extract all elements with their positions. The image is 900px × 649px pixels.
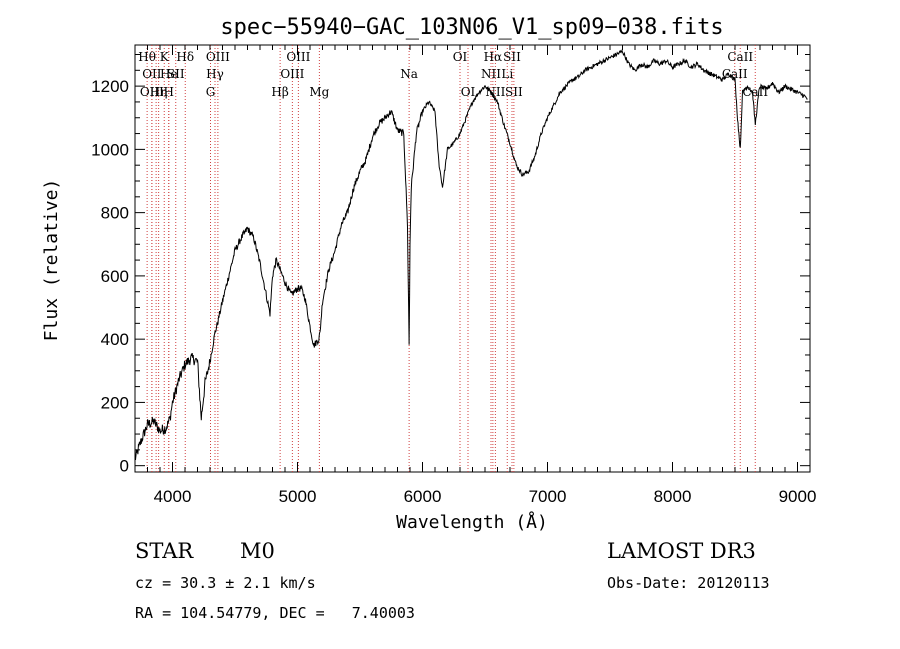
y-tick-label-1: 200 (101, 393, 129, 412)
line-label-10: G (206, 85, 216, 99)
y-tick-label-4: 800 (101, 204, 129, 223)
x-axis-label: Wavelength (Å) (396, 511, 548, 533)
line-label-14: OIII (280, 67, 304, 81)
line-label-27: CaII (727, 50, 753, 64)
spectrum-series-line (134, 48, 808, 461)
line-label-13: Hβ (271, 85, 288, 99)
line-label-26: CaII (722, 67, 748, 81)
line-label-25: SII (505, 85, 523, 99)
line-label-0: Hθ (138, 50, 156, 64)
x-tick-label-4: 8000 (654, 487, 692, 506)
line-label-17: Na (400, 67, 418, 81)
axis-ticks (135, 45, 810, 472)
line-label-12: OIII (206, 50, 230, 64)
x-tick-label-1: 5000 (279, 487, 317, 506)
y-axis-label: Flux (relative) (41, 179, 62, 342)
redshift-velocity: cz = 30.3 ± 2.1 km/s (135, 574, 316, 592)
y-tick-label-5: 1000 (91, 140, 129, 159)
line-label-4: Hη (150, 85, 168, 99)
line-label-7: He (160, 67, 178, 81)
coordinates: RA = 104.54779, DEC = 7.40003 (135, 604, 415, 622)
line-label-16: Mg (309, 85, 329, 99)
line-label-18: OI (453, 50, 468, 64)
object-class: STAR (135, 539, 194, 563)
x-tick-label-2: 6000 (404, 487, 442, 506)
line-label-8: SII (167, 67, 185, 81)
y-tick-labels: 0 200 400 600 800 1000 1200 (91, 77, 129, 476)
y-tick-label-0: 0 (120, 457, 129, 476)
line-label-22: NII (485, 85, 505, 99)
x-tick-labels: 4000 5000 6000 7000 8000 9000 (154, 487, 817, 506)
line-label-5: K (160, 50, 170, 64)
x-tick-label-3: 7000 (529, 487, 567, 506)
line-label-9: Hδ (176, 50, 194, 64)
line-label-24: SII (503, 50, 521, 64)
emission-line-labels: HθOIIOIIIHηKHHeSIIHδGHγOIIIHβOIIIOIIIMgN… (138, 50, 768, 99)
observation-date: Obs-Date: 20120113 (607, 574, 770, 592)
chart-title: spec−55940−GAC_103N06_V1_sp09−038.fits (220, 15, 723, 40)
y-tick-label-6: 1200 (91, 77, 129, 96)
line-label-23: Li (501, 67, 513, 81)
line-label-15: OIII (286, 50, 310, 64)
emission-line-markers (146, 45, 756, 472)
x-tick-label-0: 4000 (154, 487, 192, 506)
object-subclass: M0 (240, 539, 275, 563)
line-label-20: NII (481, 67, 501, 81)
x-tick-label-5: 9000 (779, 487, 817, 506)
plot-frame (134, 44, 811, 473)
line-label-11: Hγ (206, 67, 224, 81)
y-tick-label-2: 400 (101, 330, 129, 349)
y-tick-label-3: 600 (101, 267, 129, 286)
survey-name: LAMOST DR3 (607, 539, 756, 563)
line-label-19: OI (461, 85, 476, 99)
line-label-1: OII (142, 67, 162, 81)
line-label-6: H (164, 85, 174, 99)
line-label-21: Hα (484, 50, 503, 64)
line-label-2: OIII (140, 85, 164, 99)
